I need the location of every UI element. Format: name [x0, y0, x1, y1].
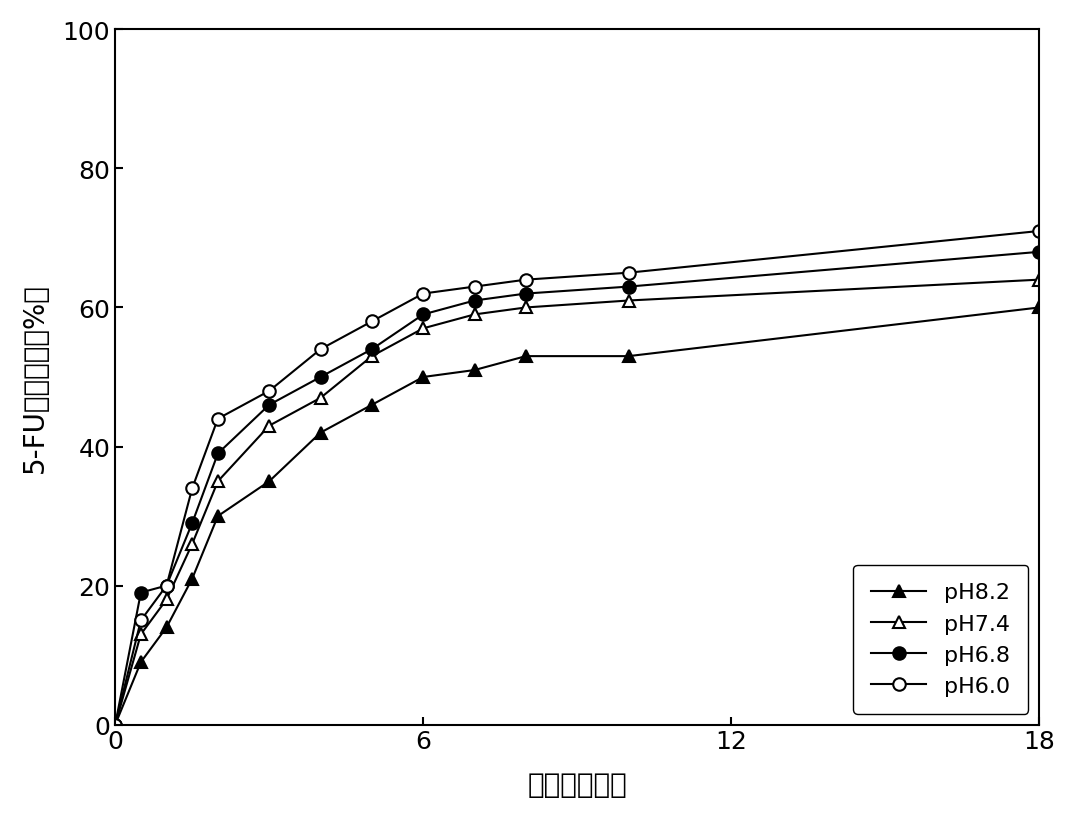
pH6.8	[211, 449, 224, 459]
pH8.2	[520, 352, 533, 362]
pH6.8	[186, 518, 199, 528]
pH6.0	[211, 414, 224, 424]
pH6.8	[468, 296, 481, 306]
pH7.4	[211, 477, 224, 486]
pH7.4	[134, 630, 147, 640]
pH7.4	[520, 303, 533, 313]
X-axis label: 时间（小时）: 时间（小时）	[527, 770, 627, 799]
pH8.2	[109, 720, 122, 730]
pH8.2	[186, 574, 199, 584]
pH6.0	[160, 581, 173, 590]
pH7.4	[468, 310, 481, 320]
pH6.0	[263, 387, 275, 396]
pH6.0	[622, 269, 635, 278]
Y-axis label: 5-FU总释放量（%）: 5-FU总释放量（%）	[20, 283, 48, 473]
pH8.2	[366, 400, 379, 410]
pH6.8	[109, 720, 122, 730]
pH8.2	[416, 373, 429, 382]
pH6.8	[263, 400, 275, 410]
pH6.0	[1033, 227, 1046, 237]
Line: pH8.2: pH8.2	[109, 302, 1046, 731]
pH6.8	[416, 310, 429, 320]
pH7.4	[416, 324, 429, 334]
pH6.8	[622, 283, 635, 292]
pH8.2	[211, 512, 224, 522]
pH7.4	[622, 296, 635, 306]
pH6.8	[520, 289, 533, 299]
pH6.8	[314, 373, 327, 382]
pH6.0	[109, 720, 122, 730]
pH7.4	[109, 720, 122, 730]
pH6.0	[416, 289, 429, 299]
pH6.0	[134, 616, 147, 626]
pH8.2	[468, 365, 481, 375]
pH6.0	[314, 345, 327, 355]
pH7.4	[160, 595, 173, 604]
pH6.8	[160, 581, 173, 590]
pH7.4	[186, 539, 199, 549]
pH6.0	[186, 484, 199, 494]
Line: pH7.4: pH7.4	[109, 274, 1046, 731]
pH7.4	[366, 352, 379, 362]
pH8.2	[263, 477, 275, 486]
pH8.2	[134, 658, 147, 667]
pH6.8	[134, 588, 147, 598]
pH7.4	[1033, 275, 1046, 285]
Line: pH6.8: pH6.8	[109, 247, 1046, 731]
pH6.8	[1033, 247, 1046, 257]
pH6.0	[468, 283, 481, 292]
pH8.2	[160, 622, 173, 632]
Line: pH6.0: pH6.0	[109, 225, 1046, 731]
pH8.2	[314, 428, 327, 438]
Legend: pH8.2, pH7.4, pH6.8, pH6.0: pH8.2, pH7.4, pH6.8, pH6.0	[853, 565, 1029, 713]
pH6.8	[366, 345, 379, 355]
pH7.4	[314, 393, 327, 403]
pH8.2	[622, 352, 635, 362]
pH6.0	[520, 275, 533, 285]
pH8.2	[1033, 303, 1046, 313]
pH7.4	[263, 421, 275, 431]
pH6.0	[366, 317, 379, 327]
